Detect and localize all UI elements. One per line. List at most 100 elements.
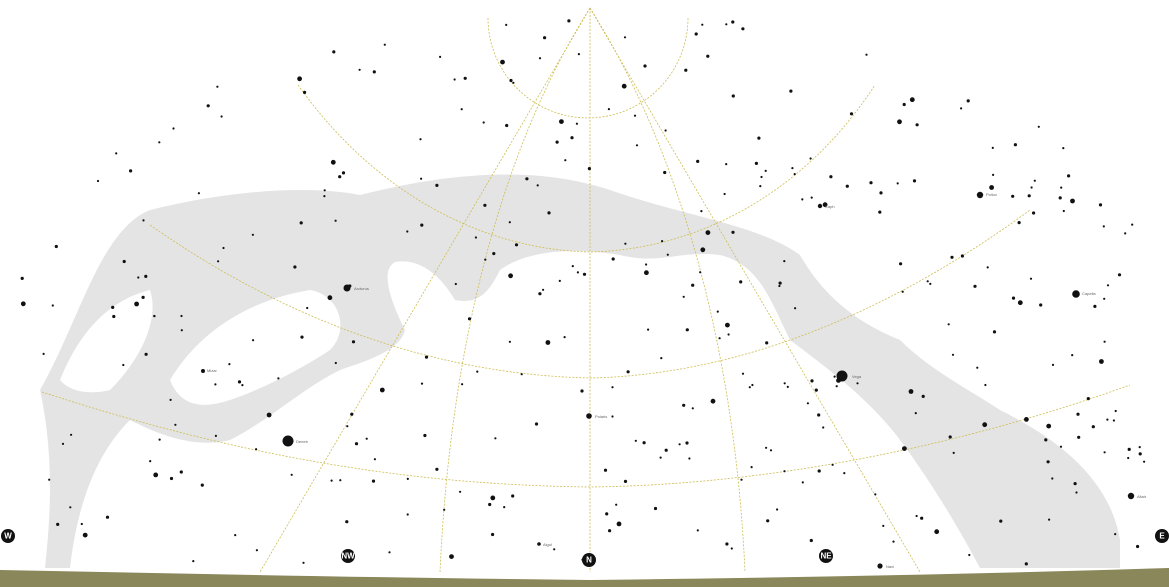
star <box>645 263 648 266</box>
grid-meridian <box>589 7 746 573</box>
star-label-arcturus: Arcturus <box>354 286 369 291</box>
star <box>723 192 726 196</box>
star <box>1024 562 1028 566</box>
cardinal-marker-ne: NE <box>819 549 833 563</box>
star <box>664 129 667 132</box>
star <box>731 230 735 234</box>
star <box>547 211 551 215</box>
star <box>1138 452 1142 456</box>
star <box>1102 225 1105 228</box>
star <box>682 295 685 298</box>
star <box>1046 423 1052 429</box>
star <box>365 437 368 440</box>
star <box>731 20 735 24</box>
star <box>659 456 662 459</box>
star <box>567 19 571 23</box>
star <box>172 127 175 130</box>
star <box>543 36 547 40</box>
star <box>449 554 454 559</box>
star <box>605 512 609 516</box>
bright-star: Deneb <box>282 435 309 447</box>
star <box>488 502 492 507</box>
star <box>835 385 838 388</box>
star <box>865 53 868 56</box>
star <box>334 361 337 365</box>
star <box>948 435 952 439</box>
star <box>252 339 255 342</box>
star <box>615 503 618 506</box>
bright-stars: Pollux Capella Polaris Vega Deneb Altair… <box>201 191 1147 569</box>
star <box>1060 186 1063 189</box>
star <box>419 138 422 141</box>
star <box>1117 273 1122 277</box>
star <box>624 242 627 245</box>
star <box>801 481 804 484</box>
star <box>757 136 761 140</box>
star <box>794 307 797 310</box>
grid-meridian <box>259 7 591 573</box>
star <box>476 370 479 373</box>
cardinal-w-disc <box>1 529 15 543</box>
star <box>776 508 779 511</box>
star <box>1011 296 1016 300</box>
star <box>1062 209 1065 213</box>
star <box>992 173 995 176</box>
star <box>197 192 200 195</box>
star <box>833 375 836 378</box>
star <box>700 247 706 253</box>
cardinal-marker-e: E <box>1155 529 1169 543</box>
star <box>809 538 813 543</box>
star-label-deneb: Deneb <box>296 439 309 444</box>
star <box>575 122 579 125</box>
star <box>423 433 427 438</box>
star <box>525 177 529 181</box>
star <box>1143 460 1146 463</box>
star <box>20 276 24 280</box>
star <box>1062 147 1065 150</box>
star <box>921 394 925 398</box>
star <box>350 412 354 416</box>
star <box>741 372 745 375</box>
star <box>899 262 903 266</box>
star <box>82 532 88 538</box>
star <box>420 223 424 227</box>
star <box>822 426 825 429</box>
star <box>623 36 627 39</box>
star <box>1058 196 1062 200</box>
star-label-caph: Caph <box>825 204 835 209</box>
star <box>373 458 376 461</box>
star <box>754 161 759 165</box>
star <box>505 123 509 128</box>
star <box>514 243 519 247</box>
star <box>69 506 72 509</box>
star <box>725 163 728 166</box>
star <box>951 353 955 356</box>
star <box>960 254 965 258</box>
star <box>902 102 906 107</box>
star <box>459 490 462 493</box>
star <box>666 253 669 256</box>
star <box>1071 354 1074 357</box>
star <box>982 422 988 428</box>
star <box>1098 203 1103 207</box>
star <box>912 179 917 183</box>
star <box>1070 198 1075 204</box>
star <box>420 177 423 180</box>
grid-circle <box>487 17 689 119</box>
star <box>290 473 293 476</box>
star <box>1037 125 1040 128</box>
star <box>874 493 877 496</box>
star <box>660 357 663 360</box>
star <box>710 398 716 404</box>
star <box>986 266 989 269</box>
star <box>616 521 622 527</box>
star <box>896 182 899 185</box>
star <box>760 175 763 179</box>
bright-star: Mizar <box>201 368 217 373</box>
star <box>538 57 542 60</box>
bright-star-dot <box>282 435 294 447</box>
milky-way-rift <box>170 290 341 405</box>
star <box>750 466 753 469</box>
star <box>266 412 272 418</box>
star-label-altair: Altair <box>1137 494 1147 499</box>
